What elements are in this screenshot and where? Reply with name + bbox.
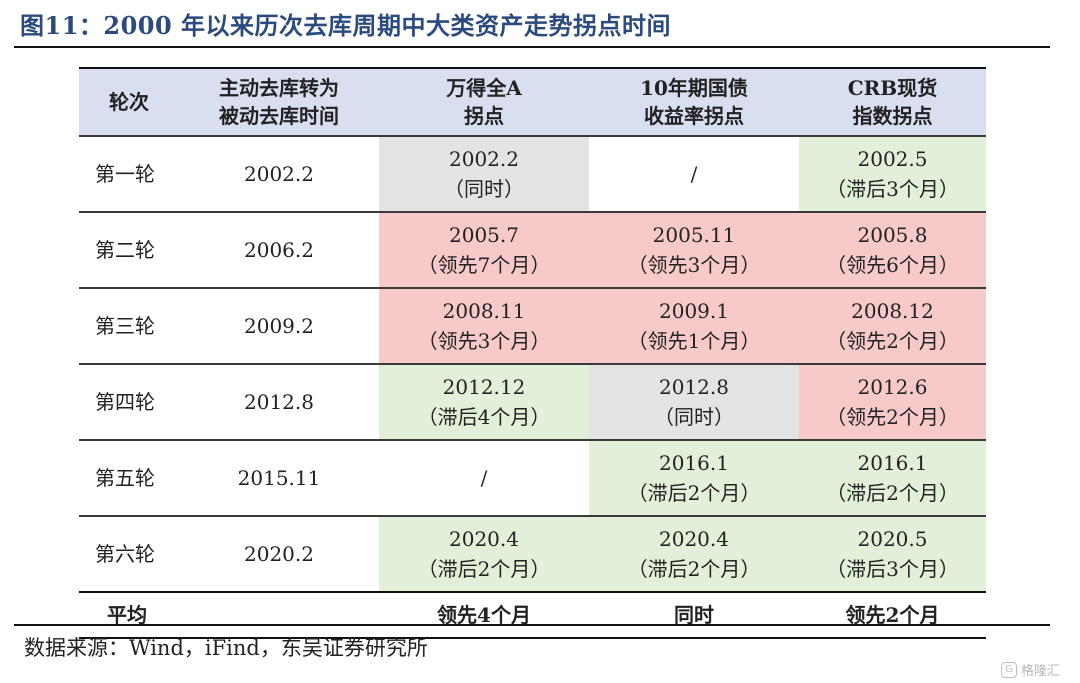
cell-wind-a: 2012.12 （滞后4个月） [379, 363, 589, 440]
cell-note: （同时） [654, 405, 734, 429]
cell-value: 2012.8 [659, 375, 729, 399]
cell-10y-bond: 2016.1 （滞后2个月） [589, 439, 799, 516]
cell-value: 2020.4 [659, 527, 729, 551]
cell-note: （滞后3个月） [826, 177, 959, 201]
cell-value: 2020.4 [449, 527, 519, 551]
header-round: 轮次 [79, 67, 179, 136]
cell-wind-a: 2002.2 （同时） [379, 135, 589, 212]
header-10y-bond: 10年期国债 收益率拐点 [589, 67, 799, 136]
cell-value: 2012.6 [857, 375, 928, 399]
watermark-logo-icon: G [1000, 661, 1017, 678]
cell-note: （滞后2个月） [627, 481, 761, 505]
average-row: 平均 领先4个月 同时 领先2个月 [79, 591, 986, 639]
inflection-table: 轮次 主动去库转为 被动去库时间 万得全A 拐点 10年期国债 收益率拐点 CR… [79, 67, 986, 639]
cell-note: （同时） [444, 177, 524, 201]
round-label: 第四轮 [79, 363, 179, 440]
average-time [179, 591, 379, 639]
cell-value: 2002.5 [857, 147, 928, 171]
average-crb: 领先2个月 [799, 591, 986, 639]
header-wind-a: 万得全A 拐点 [379, 67, 589, 136]
cell-value: 2005.11 [652, 223, 736, 247]
cell-10y-bond: 2005.11 （领先3个月） [589, 211, 799, 288]
table-row: 第一轮 2002.2 2002.2 （同时）/2002.5 （滞后3个月） [79, 135, 986, 212]
source-note: 数据来源：Wind，iFind，东吴证券研究所 [24, 636, 428, 660]
destock-time: 2012.8 [179, 363, 379, 440]
average-wind-a: 领先4个月 [379, 591, 589, 639]
cell-wind-a: / [379, 439, 589, 516]
table-row: 第三轮 2009.2 2008.11 （领先3个月） 2009.1 （领先1个月） 2008… [79, 287, 986, 364]
round-label: 第三轮 [79, 287, 179, 364]
cell-value: 2016.1 [659, 451, 729, 475]
cell-note: （滞后3个月） [826, 557, 959, 581]
table-row: 第四轮 2012.8 2012.12 （滞后4个月） 2012.8 （同时） 2012.6 （… [79, 363, 986, 440]
cell-wind-a: 2005.7 （领先7个月） [379, 211, 589, 288]
destock-time: 2015.11 [179, 439, 379, 516]
cell-note: （领先2个月） [826, 329, 959, 353]
destock-time: 2020.2 [179, 515, 379, 592]
bottom-divider [14, 624, 1050, 626]
cell-note: （滞后4个月） [417, 405, 551, 429]
cell-crb: 2008.12 （领先2个月） [799, 287, 986, 364]
round-label: 第六轮 [79, 515, 179, 592]
cell-note: （滞后2个月） [627, 557, 761, 581]
title-divider [14, 46, 1050, 48]
cell-value: / [690, 162, 698, 186]
average-10y-bond: 同时 [589, 591, 799, 639]
cell-value: 2005.7 [449, 223, 519, 247]
watermark-text: 格隆汇 [1020, 664, 1060, 679]
round-label: 第五轮 [79, 439, 179, 516]
cell-value: 2008.12 [851, 299, 934, 323]
cell-wind-a: 2008.11 （领先3个月） [379, 287, 589, 364]
watermark: G 格隆汇 [1000, 660, 1060, 679]
cell-value: 2012.12 [442, 375, 526, 399]
cell-value: 2016.1 [857, 451, 928, 475]
cell-wind-a: 2020.4 （滞后2个月） [379, 515, 589, 592]
cell-note: （滞后2个月） [417, 557, 551, 581]
table-row: 第五轮 2015.11 / 2016.1 （滞后2个月） 2016.1 （滞后2个月） [79, 439, 986, 516]
cell-crb: 2005.8 （领先6个月） [799, 211, 986, 288]
table-row: 第二轮 2006.2 2005.7 （领先7个月） 2005.11 （领先3个月） 2005… [79, 211, 986, 288]
cell-10y-bond: 2012.8 （同时） [589, 363, 799, 440]
header-crb: CRB现货 指数拐点 [799, 67, 986, 136]
header-row: 轮次 主动去库转为 被动去库时间 万得全A 拐点 10年期国债 收益率拐点 CR… [79, 67, 986, 136]
cell-note: （领先1个月） [627, 329, 761, 353]
average-label: 平均 [79, 591, 179, 639]
cell-crb: 2012.6 （领先2个月） [799, 363, 986, 440]
cell-crb: 2020.5 （滞后3个月） [799, 515, 986, 592]
table-row: 第六轮 2020.2 2020.4 （滞后2个月） 2020.4 （滞后2个月） 2020.… [79, 515, 986, 592]
round-label: 第一轮 [79, 135, 179, 212]
cell-value: / [480, 466, 488, 490]
destock-time: 2002.2 [179, 135, 379, 212]
cell-note: （领先6个月） [826, 253, 959, 277]
cell-note: （领先2个月） [826, 405, 959, 429]
header-destock-time: 主动去库转为 被动去库时间 [179, 67, 379, 136]
cell-crb: 2016.1 （滞后2个月） [799, 439, 986, 516]
cell-value: 2008.11 [442, 299, 526, 323]
cell-crb: 2002.5 （滞后3个月） [799, 135, 986, 212]
cell-value: 2009.1 [659, 299, 729, 323]
cell-note: （领先3个月） [627, 253, 761, 277]
round-label: 第二轮 [79, 211, 179, 288]
cell-10y-bond: 2020.4 （滞后2个月） [589, 515, 799, 592]
cell-10y-bond: 2009.1 （领先1个月） [589, 287, 799, 364]
destock-time: 2006.2 [179, 211, 379, 288]
cell-note: （领先7个月） [417, 253, 551, 277]
cell-10y-bond: / [589, 135, 799, 212]
cell-value: 2002.2 [449, 147, 519, 171]
cell-value: 2005.8 [857, 223, 928, 247]
figure-title: 图11：2000 年以来历次去库周期中大类资产走势拐点时间 [20, 11, 672, 40]
cell-note: （滞后2个月） [826, 481, 959, 505]
destock-time: 2009.2 [179, 287, 379, 364]
cell-note: （领先3个月） [417, 329, 551, 353]
cell-value: 2020.5 [857, 527, 928, 551]
